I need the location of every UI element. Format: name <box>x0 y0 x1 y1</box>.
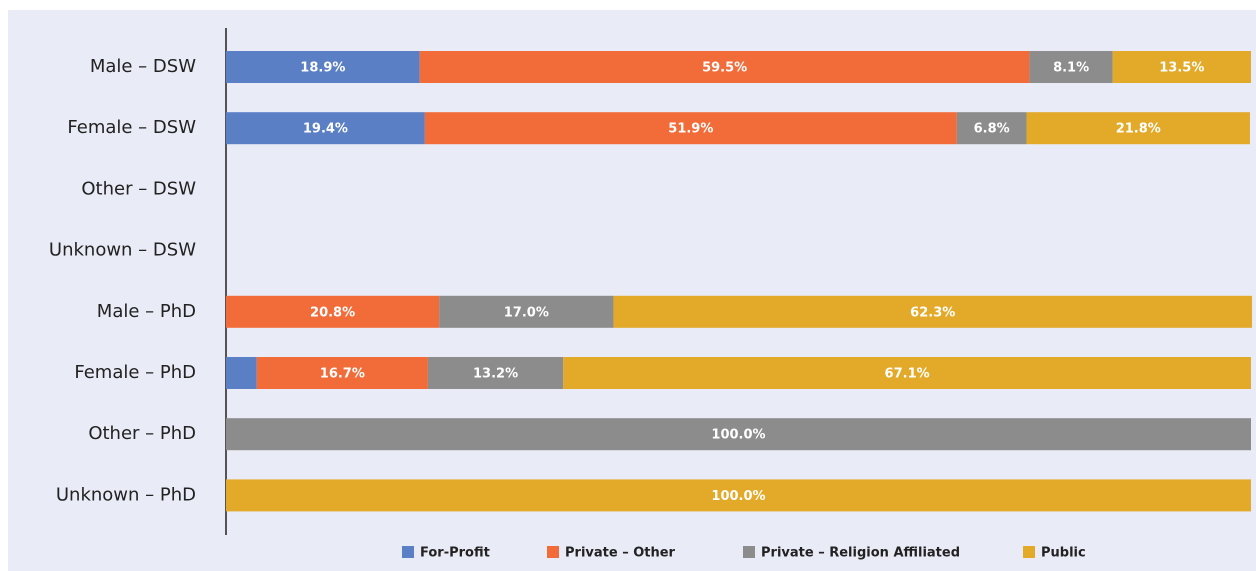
bar-segment <box>226 479 1251 512</box>
data-label: 13.2% <box>473 367 518 382</box>
bar-segment <box>226 51 420 83</box>
data-label: 100.0% <box>711 489 765 504</box>
bar-segment <box>1112 51 1251 83</box>
legend-swatch <box>547 546 559 558</box>
plot-background <box>8 10 1256 571</box>
data-label: 17.0% <box>504 305 549 320</box>
y-tick-label: Male – PhD <box>97 301 196 322</box>
y-tick-label: Other – DSW <box>81 178 196 199</box>
bar-segment <box>427 357 564 389</box>
data-label: 13.5% <box>1159 61 1204 76</box>
data-label: 19.4% <box>303 122 348 137</box>
legend-swatch <box>1023 546 1035 558</box>
legend-label: Private – Other <box>565 546 676 561</box>
y-tick-label: Female – PhD <box>74 362 196 383</box>
data-label: 51.9% <box>668 122 713 137</box>
bar-segment <box>1026 112 1250 145</box>
legend-label: Public <box>1041 546 1086 561</box>
data-label: 6.8% <box>974 122 1010 137</box>
y-tick-label: Unknown – PhD <box>56 484 196 505</box>
bar-segment <box>226 112 425 145</box>
y-tick-label: Unknown – DSW <box>49 240 196 261</box>
legend-swatch <box>402 546 414 558</box>
bar-segment <box>956 112 1027 145</box>
bar-segment <box>613 295 1253 328</box>
data-label: 100.0% <box>711 428 765 443</box>
bar-segment <box>419 51 1030 83</box>
data-label: 8.1% <box>1053 61 1089 76</box>
data-label: 67.1% <box>885 367 930 382</box>
bar-segment <box>226 295 440 328</box>
bar-segment <box>1029 51 1113 83</box>
bar-segment <box>256 357 428 389</box>
data-label: 62.3% <box>910 305 955 320</box>
data-label: 21.8% <box>1116 122 1161 137</box>
y-tick-label: Male – DSW <box>90 56 196 77</box>
legend-label: Private – Religion Affiliated <box>761 546 960 561</box>
data-label: 16.7% <box>320 367 365 382</box>
bar-segment <box>226 418 1251 451</box>
legend-swatch <box>743 546 755 558</box>
bar-segment <box>439 295 614 328</box>
bar-segment <box>563 357 1251 389</box>
bar-segment <box>424 112 957 145</box>
data-label: 20.8% <box>310 305 355 320</box>
y-tick-label: Female – DSW <box>67 117 196 138</box>
bar-segment <box>226 357 257 389</box>
data-label: 59.5% <box>702 61 747 76</box>
y-tick-label: Other – PhD <box>88 423 196 444</box>
data-label: 18.9% <box>300 61 345 76</box>
legend-label: For-Profit <box>420 546 490 561</box>
